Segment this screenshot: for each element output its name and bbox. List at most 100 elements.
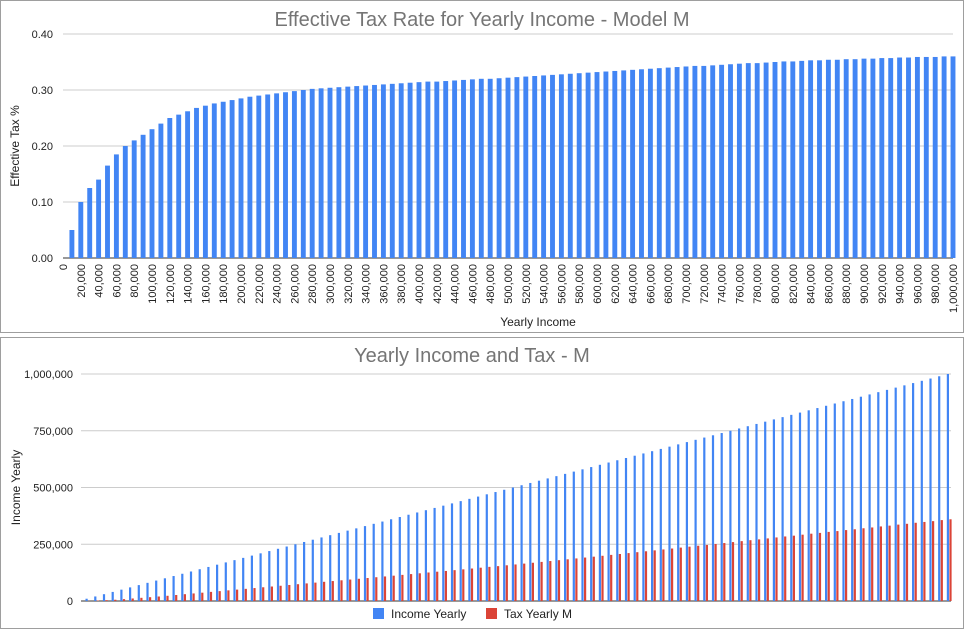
x-tick-label: 660,000 <box>645 264 657 304</box>
y-tick-label: 750,000 <box>33 426 73 438</box>
tax-bar <box>218 591 221 601</box>
tax-bar <box>784 536 787 601</box>
bar <box>434 81 440 258</box>
bar <box>496 78 502 259</box>
bar <box>923 56 929 259</box>
income-bar <box>207 566 210 601</box>
legend-swatch-tax <box>486 608 497 619</box>
bar <box>131 140 137 258</box>
tax-bar <box>923 521 926 601</box>
legend-label-income: Income Yearly <box>391 607 466 621</box>
income-bar <box>859 396 862 601</box>
tax-bar <box>349 579 352 601</box>
income-bar <box>450 503 454 601</box>
bar <box>567 73 573 258</box>
income-bar <box>259 553 262 601</box>
x-tick-label: 980,000 <box>930 264 942 304</box>
chart-title: Effective Tax Rate for Yearly Income - M… <box>274 9 689 31</box>
income-bar <box>877 392 880 601</box>
x-tick-label: 320,000 <box>343 264 355 304</box>
tax-bar <box>314 582 317 601</box>
bar <box>309 88 315 258</box>
income-bar <box>250 555 253 601</box>
bar <box>825 59 831 259</box>
bar <box>932 56 938 259</box>
income-bar <box>738 428 741 601</box>
x-axis-label: Yearly Income <box>500 315 576 329</box>
bar <box>202 105 208 259</box>
income-bar <box>851 398 854 601</box>
bar <box>300 90 306 258</box>
tax-bar <box>523 563 526 601</box>
bar <box>612 70 618 259</box>
tax-bar <box>444 570 447 601</box>
bar <box>683 66 689 258</box>
income-bar <box>659 448 662 601</box>
tax-bar <box>296 584 300 601</box>
tax-bar <box>557 560 561 601</box>
tax-bar <box>940 520 943 601</box>
income-bar <box>424 510 427 601</box>
tax-bar <box>758 539 761 601</box>
tax-bar <box>305 583 308 601</box>
income-bar <box>163 578 166 601</box>
x-tick-label: 740,000 <box>717 264 729 304</box>
bar <box>327 87 333 258</box>
tax-bar <box>279 585 282 601</box>
income-bar <box>624 457 628 601</box>
x-tick-label: 300,000 <box>325 264 337 304</box>
tax-bar <box>183 594 186 601</box>
bar <box>318 88 324 258</box>
tax-bar <box>845 530 848 601</box>
tax-bar <box>122 599 126 601</box>
bar <box>550 74 555 258</box>
tax-bar <box>157 596 160 601</box>
y-tick-label: 0.20 <box>32 141 53 153</box>
bar <box>416 82 422 258</box>
income-bar <box>355 528 358 601</box>
x-tick-label: 620,000 <box>610 264 622 304</box>
income-bar <box>711 435 715 601</box>
bar <box>389 83 395 258</box>
bar <box>888 58 894 258</box>
bar <box>541 75 547 258</box>
tax-bar <box>236 589 239 601</box>
bar <box>790 61 796 258</box>
tax-bar <box>192 593 195 601</box>
y-axis-label: Income Yearly <box>9 450 23 525</box>
bar <box>692 65 698 258</box>
tax-bar <box>644 551 648 601</box>
bar <box>176 114 182 258</box>
tax-bar <box>731 542 735 601</box>
y-tick-label: 0.40 <box>32 29 53 41</box>
tax-bar <box>592 556 595 601</box>
bar <box>69 230 75 258</box>
tax-bar <box>462 569 465 601</box>
income-bar <box>729 430 732 601</box>
income-bar <box>398 517 401 601</box>
bar <box>897 57 903 258</box>
income-bar <box>642 453 645 601</box>
income-bar <box>155 580 158 601</box>
bar <box>754 63 760 259</box>
bar <box>603 71 609 259</box>
bar <box>701 65 707 258</box>
bar <box>914 56 920 259</box>
y-tick-label: 0.30 <box>32 85 53 97</box>
bar <box>425 81 431 258</box>
tax-bar <box>853 529 856 601</box>
tax-bar <box>792 535 795 601</box>
x-tick-label: 80,000 <box>129 264 141 298</box>
bar <box>167 118 173 258</box>
bar <box>398 83 404 258</box>
bar <box>576 73 582 258</box>
bar <box>843 59 849 259</box>
x-tick-label: 1,000,000 <box>948 264 960 313</box>
income-bar <box>129 587 132 601</box>
x-tick-label: 960,000 <box>912 264 924 304</box>
bar <box>487 78 493 258</box>
x-tick-label: 140,000 <box>183 264 195 304</box>
tax-bar <box>584 557 587 601</box>
x-tick-label: 900,000 <box>859 264 871 304</box>
tax-bar <box>749 540 752 601</box>
